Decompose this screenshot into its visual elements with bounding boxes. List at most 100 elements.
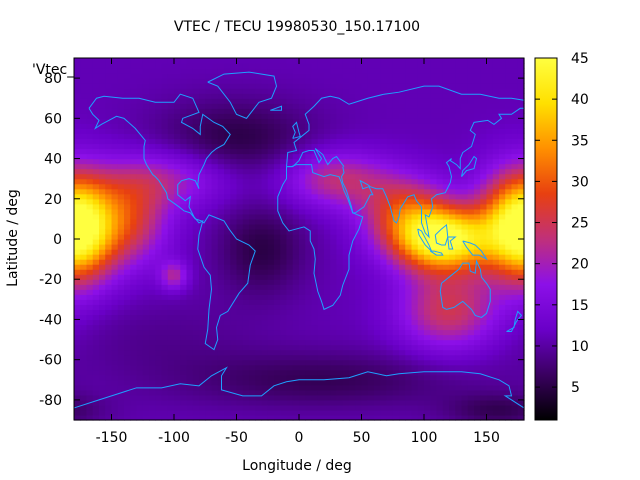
heatmap-cell bbox=[317, 78, 325, 84]
heatmap-cell bbox=[205, 93, 213, 99]
heatmap-cell bbox=[417, 319, 425, 326]
heatmap-cell bbox=[355, 414, 363, 421]
heatmap-cell bbox=[99, 168, 106, 175]
heatmap-cell bbox=[167, 324, 175, 331]
heatmap-cell bbox=[430, 339, 438, 346]
heatmap-cell bbox=[355, 259, 363, 265]
heatmap-cell bbox=[186, 364, 194, 371]
heatmap-cell bbox=[430, 168, 438, 175]
heatmap-cell bbox=[330, 249, 338, 255]
heatmap-cell bbox=[405, 279, 413, 285]
heatmap-cell bbox=[311, 233, 319, 240]
heatmap-cell bbox=[380, 148, 388, 155]
heatmap-cell bbox=[249, 138, 256, 145]
heatmap-cell bbox=[392, 83, 400, 89]
heatmap-cell bbox=[86, 299, 94, 305]
heatmap-cell bbox=[286, 254, 294, 260]
heatmap-cell bbox=[80, 88, 88, 94]
heatmap-cell bbox=[86, 133, 94, 140]
heatmap-cell bbox=[74, 329, 81, 336]
heatmap-cell bbox=[311, 58, 319, 64]
heatmap-cell bbox=[392, 103, 400, 109]
heatmap-cell bbox=[192, 279, 200, 285]
heatmap-cell bbox=[386, 123, 394, 129]
heatmap-cell bbox=[74, 284, 81, 290]
heatmap-cell bbox=[311, 168, 319, 175]
heatmap-cell bbox=[167, 329, 175, 336]
heatmap-cell bbox=[299, 178, 306, 185]
heatmap-cell bbox=[186, 284, 194, 290]
heatmap-cell bbox=[155, 414, 163, 421]
heatmap-cell bbox=[349, 289, 356, 295]
heatmap-cell bbox=[211, 309, 219, 316]
heatmap-cell bbox=[461, 88, 469, 94]
heatmap-cell bbox=[399, 354, 406, 361]
heatmap-cell bbox=[355, 108, 363, 114]
heatmap-cell bbox=[142, 148, 150, 155]
heatmap-cell bbox=[442, 289, 450, 295]
heatmap-cell bbox=[474, 103, 481, 109]
heatmap-cell bbox=[74, 344, 81, 351]
heatmap-cell bbox=[267, 213, 275, 220]
heatmap-cell bbox=[324, 173, 331, 180]
heatmap-cell bbox=[124, 354, 131, 361]
heatmap-cell bbox=[111, 123, 119, 129]
heatmap-cell bbox=[424, 103, 431, 109]
heatmap-cell bbox=[305, 88, 313, 94]
heatmap-cell bbox=[105, 178, 113, 185]
heatmap-cell bbox=[255, 73, 263, 79]
heatmap-cell bbox=[180, 379, 188, 386]
heatmap-cell bbox=[374, 414, 381, 421]
heatmap-cell bbox=[474, 344, 481, 351]
heatmap-cell bbox=[267, 118, 275, 124]
heatmap-cell bbox=[80, 128, 88, 135]
heatmap-cell bbox=[455, 223, 463, 230]
heatmap-cell bbox=[449, 213, 456, 220]
heatmap-cell bbox=[205, 404, 213, 411]
heatmap-cell bbox=[92, 374, 100, 381]
heatmap-cell bbox=[230, 173, 238, 180]
heatmap-cell bbox=[274, 294, 281, 300]
heatmap-cell bbox=[174, 319, 181, 326]
heatmap-cell bbox=[392, 203, 400, 210]
heatmap-cell bbox=[92, 349, 100, 356]
heatmap-cell bbox=[424, 68, 431, 74]
heatmap-cell bbox=[267, 394, 275, 401]
heatmap-cell bbox=[292, 63, 300, 69]
heatmap-cell bbox=[392, 208, 400, 215]
heatmap-cell bbox=[480, 168, 488, 175]
heatmap-cell bbox=[142, 128, 150, 135]
heatmap-cell bbox=[480, 339, 488, 346]
heatmap-cell bbox=[305, 228, 313, 235]
heatmap-cell bbox=[74, 334, 81, 341]
heatmap-cell bbox=[274, 78, 281, 84]
heatmap-cell bbox=[155, 299, 163, 305]
heatmap-cell bbox=[155, 354, 163, 361]
heatmap-cell bbox=[405, 294, 413, 300]
heatmap-cell bbox=[99, 264, 106, 270]
heatmap-cell bbox=[305, 414, 313, 421]
heatmap-cell bbox=[405, 364, 413, 371]
heatmap-cell bbox=[486, 364, 494, 371]
heatmap-cell bbox=[236, 274, 244, 280]
heatmap-cell bbox=[411, 183, 419, 190]
heatmap-cell bbox=[255, 178, 263, 185]
heatmap-cell bbox=[230, 93, 238, 99]
heatmap-cell bbox=[267, 299, 275, 305]
heatmap-cell bbox=[286, 83, 294, 89]
heatmap-cell bbox=[392, 299, 400, 305]
heatmap-cell bbox=[267, 349, 275, 356]
heatmap-cell bbox=[86, 58, 94, 64]
heatmap-cell bbox=[361, 78, 369, 84]
heatmap-cell bbox=[199, 68, 206, 74]
heatmap-cell bbox=[280, 58, 288, 64]
heatmap-cell bbox=[492, 148, 500, 155]
heatmap-cell bbox=[230, 289, 238, 295]
heatmap-cell bbox=[205, 203, 213, 210]
heatmap-cell bbox=[486, 163, 494, 170]
heatmap-cell bbox=[105, 324, 113, 331]
heatmap-cell bbox=[124, 384, 131, 391]
heatmap-cell bbox=[442, 73, 450, 79]
heatmap-cell bbox=[249, 183, 256, 190]
heatmap-cell bbox=[449, 133, 456, 140]
